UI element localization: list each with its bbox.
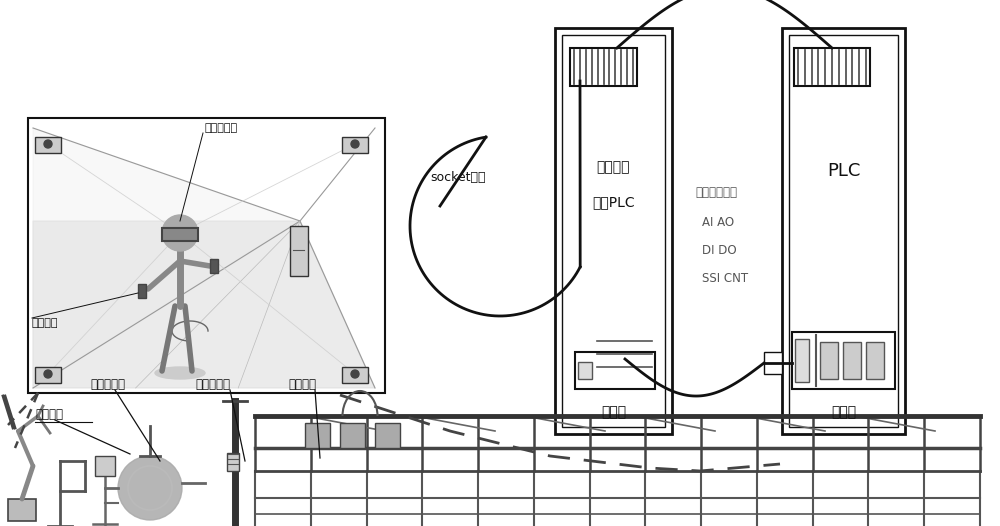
Polygon shape [33,221,375,388]
Text: DI DO: DI DO [702,244,737,257]
Circle shape [44,140,52,148]
Text: 接口信号: 接口信号 [597,160,630,174]
Bar [95,456,115,476]
Bar [35,137,61,153]
Bar [764,352,782,374]
Text: 虚拟仪表: 虚拟仪表 [35,408,63,421]
Bar [138,284,146,298]
Circle shape [351,370,359,378]
Bar [866,342,884,379]
Bar [570,48,637,86]
Text: 虚拟设备: 虚拟设备 [288,378,316,391]
Bar [820,342,838,379]
Bar [227,453,239,471]
Text: 各类工控信号: 各类工控信号 [695,186,737,199]
Bar [8,499,36,521]
Circle shape [44,370,52,378]
Bar [562,35,665,427]
Text: 操作手柄: 操作手柄 [32,318,58,328]
Polygon shape [33,128,300,388]
Text: 转化PLC: 转化PLC [592,195,635,209]
Bar [792,332,895,389]
Bar [843,342,861,379]
Circle shape [351,140,359,148]
Bar [794,48,870,86]
Bar [375,423,400,448]
Bar [555,28,672,434]
Bar [342,367,368,383]
Bar [795,339,809,382]
Bar [290,226,308,276]
Bar [575,352,655,389]
Text: PLC: PLC [827,162,860,180]
Bar [35,367,61,383]
Circle shape [162,215,198,251]
Text: 头戴显示器: 头戴显示器 [205,123,238,133]
Circle shape [118,456,182,520]
Bar [305,423,330,448]
Text: 虚拟传感器: 虚拟传感器 [90,378,125,391]
Bar [782,28,905,434]
Ellipse shape [155,367,205,379]
Bar [340,423,365,448]
Bar [28,118,385,393]
Text: SSI CNT: SSI CNT [702,272,748,285]
Text: AI AO: AI AO [702,216,734,229]
Bar [789,35,898,427]
Text: 虚拟操作箱: 虚拟操作箱 [195,378,230,391]
Bar [342,137,368,153]
Text: 工控机: 工控机 [831,405,856,419]
Bar [162,228,198,241]
Bar [578,362,592,379]
Text: socket通讯: socket通讯 [430,171,486,184]
Text: 交换机: 交换机 [601,405,626,419]
Bar [210,259,218,273]
